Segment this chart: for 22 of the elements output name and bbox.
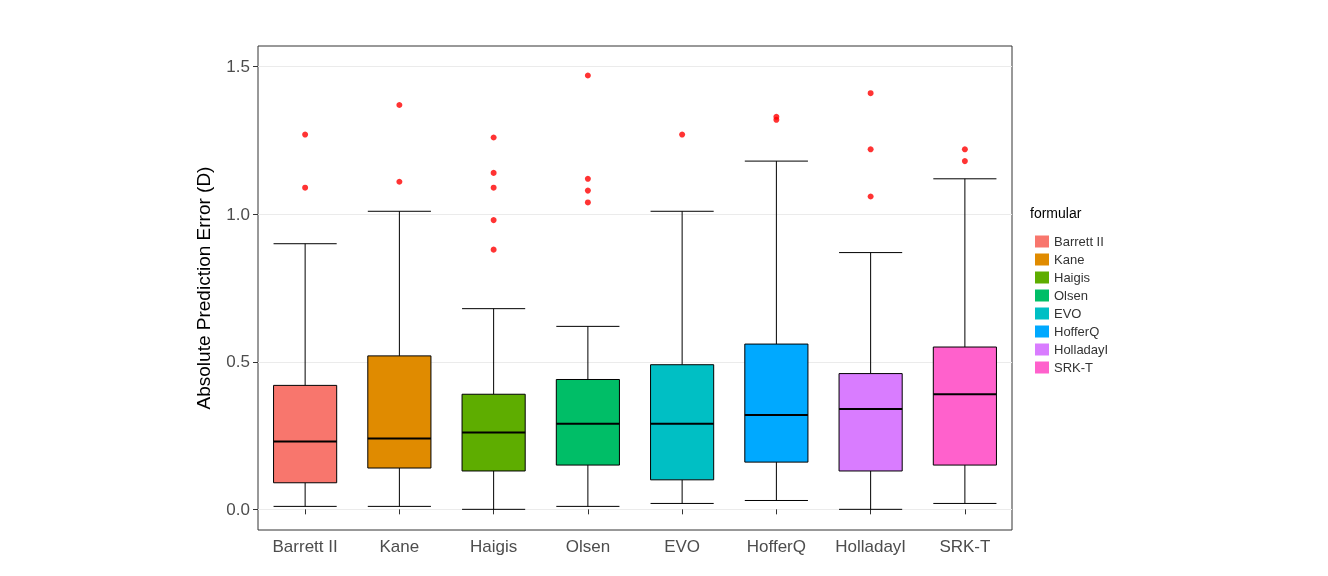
x-tick-label: HofferQ (746, 537, 806, 556)
y-tick-label: 1.0 (226, 204, 250, 224)
y-tick-label: 0.0 (226, 499, 250, 519)
y-axis-title: Absolute Prediction Error (D) (193, 166, 214, 410)
legend-label: Haigis (1054, 270, 1091, 285)
y-tick-label: 1.5 (226, 57, 250, 77)
legend-title: formular (1030, 205, 1082, 221)
x-tick-label: EVO (664, 537, 701, 556)
legend-label: HolladayI (1054, 342, 1109, 357)
legend-label: Olsen (1054, 288, 1088, 303)
y-tick-label: 0.5 (226, 352, 250, 372)
legend-label: Barrett II (1054, 234, 1104, 249)
legend-label: SRK-T (1054, 360, 1094, 375)
x-tick-label: Kane (379, 537, 420, 556)
x-tick-label: Haigis (470, 537, 518, 556)
x-tick-label: Olsen (565, 537, 611, 556)
legend-label: HofferQ (1054, 324, 1100, 339)
x-tick-label: Barrett II (272, 537, 338, 556)
x-tick-label: SRK-T (939, 537, 991, 556)
x-tick-label: HolladayI (835, 537, 907, 556)
legend-label: Kane (1054, 252, 1085, 267)
legend-label: EVO (1054, 306, 1082, 321)
